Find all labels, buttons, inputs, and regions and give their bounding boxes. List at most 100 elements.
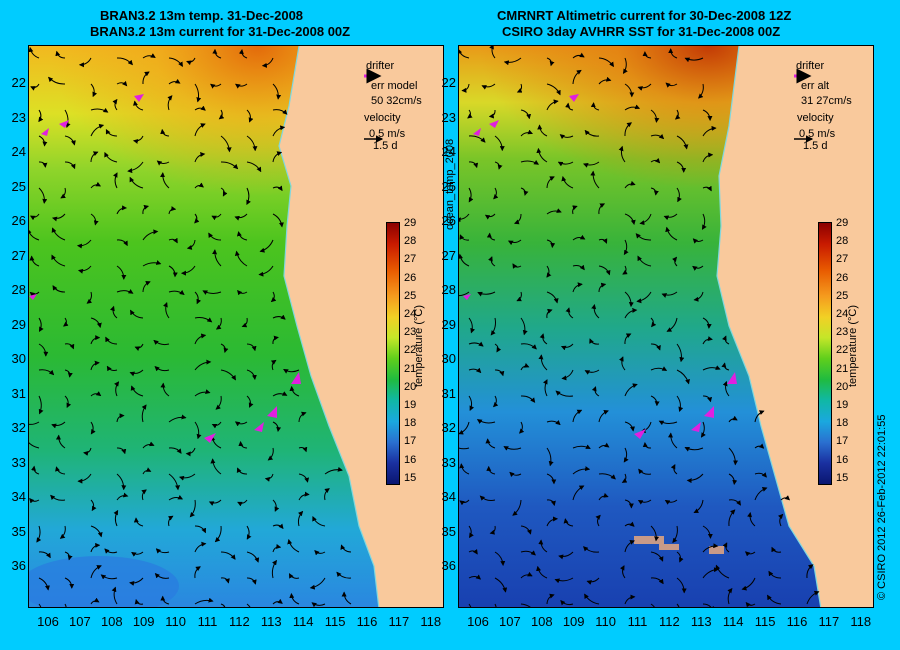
right-ytick-23: 23: [441, 109, 456, 125]
left-xtick-111: 111: [197, 614, 218, 629]
right-xtick-113: 113: [690, 614, 712, 629]
drifter-tracks: [29, 94, 301, 443]
right-legend-err-value: 31 27cm/s: [801, 95, 852, 107]
coast-contour: [278, 46, 380, 607]
left-legend-err-label: err model: [371, 80, 418, 92]
right-legend-duration: 1.5 d: [803, 140, 828, 152]
land-australia: [279, 46, 443, 607]
right-xtick-115: 115: [754, 614, 776, 629]
left-title-line2: BRAN3.2 13m current for 31-Dec-2008 00Z: [90, 24, 351, 39]
right-xtick-112: 112: [659, 614, 680, 629]
right-xtick-108: 108: [530, 614, 553, 629]
left-map-panel[interactable]: [28, 45, 444, 608]
left-cbar-tick-28: 28: [404, 235, 417, 248]
right-cbar-tick-17: 17: [836, 435, 849, 448]
cool-water-patch: [29, 556, 179, 607]
left-ytick-32: 32: [11, 420, 26, 435]
right-map-svg: [459, 46, 873, 607]
right-cbar-tick-29: 29: [836, 217, 849, 229]
left-xtick-116: 116: [356, 614, 378, 629]
left-cbar-tick-23: 23: [404, 326, 417, 339]
left-ytick-27: 27: [11, 247, 26, 263]
left-ytick-26: 26: [11, 213, 26, 228]
legend-left: [364, 68, 384, 143]
left-colorbar-label: temperature (°C): [413, 304, 426, 388]
left-cbar-tick-29: 29: [404, 217, 417, 229]
left-cbar-tick-27: 27: [404, 253, 417, 266]
right-ytick-24: 24: [441, 144, 456, 159]
left-cbar-tick-26: 26: [404, 271, 417, 284]
left-xtick-110: 110: [165, 614, 186, 629]
right-xtick-118: 118: [850, 614, 872, 629]
side-label: ocean_temp_2008: [444, 138, 456, 230]
right-cbar-tick-25: 25: [836, 289, 849, 302]
left-cbar-tick-20: 20: [404, 380, 417, 393]
left-cbar-tick-16: 16: [404, 453, 417, 466]
left-cbar-tick-24: 24: [404, 308, 417, 320]
left-cbar-tick-19: 19: [404, 399, 417, 411]
left-xtick-115: 115: [324, 614, 346, 629]
right-xtick-114: 114: [722, 614, 744, 629]
right-ytick-34: 34: [441, 489, 456, 504]
left-map-svg: [29, 46, 443, 607]
right-xtick-111: 111: [627, 614, 648, 629]
right-xtick-116: 116: [786, 614, 808, 629]
left-ytick-34: 34: [11, 489, 26, 504]
right-ytick-36: 36: [441, 558, 456, 573]
right-legend-velocity-scale: 0.5 m/s: [799, 128, 836, 140]
right-cbar-tick-18: 18: [836, 417, 849, 430]
left-ytick-22: 22: [11, 75, 26, 90]
left-ytick-33: 33: [11, 454, 26, 470]
drifter-tracks: [463, 94, 737, 439]
left-ytick-30: 30: [11, 351, 26, 366]
left-title-line1: BRAN3.2 13m temp. 31-Dec-2008: [100, 8, 304, 23]
left-ytick-24: 24: [11, 144, 26, 159]
left-xtick-109: 109: [132, 614, 155, 629]
right-title-line2: CSIRO 3day AVHRR SST for 31-Dec-2008 00Z: [502, 24, 781, 39]
left-cbar-tick-25: 25: [404, 289, 417, 302]
right-cbar-tick-21: 21: [836, 362, 849, 375]
right-ytick-33: 33: [441, 454, 456, 470]
right-cbar-tick-28: 28: [836, 235, 849, 248]
current-arrows: [29, 46, 352, 607]
right-colorbar: [818, 222, 832, 485]
right-map-panel[interactable]: [458, 45, 874, 608]
right-xtick-117: 117: [818, 614, 840, 629]
left-ytick-31: 31: [11, 385, 26, 401]
left-legend-err-value: 50 32cm/s: [371, 95, 422, 107]
left-xtick-117: 117: [388, 614, 410, 629]
left-xtick-113: 113: [260, 614, 282, 629]
right-xtick-106: 106: [467, 614, 489, 629]
right-ytick-22: 22: [441, 75, 456, 90]
left-ytick-23: 23: [11, 109, 26, 125]
right-cbar-tick-22: 22: [836, 344, 849, 357]
right-cbar-tick-24: 24: [836, 308, 849, 320]
left-xtick-108: 108: [100, 614, 123, 629]
left-cbar-tick-15: 15: [404, 471, 417, 484]
right-xtick-107: 107: [499, 614, 521, 629]
right-cbar-tick-16: 16: [836, 453, 849, 466]
right-ytick-26: 26: [441, 213, 456, 228]
current-arrows: [459, 46, 820, 607]
coast-contour: [716, 46, 822, 607]
left-colorbar: [386, 222, 400, 485]
right-ytick-30: 30: [441, 351, 456, 366]
right-title-line1: CMRNRT Altimetric current for 30-Dec-200…: [497, 8, 792, 23]
right-xtick-110: 110: [595, 614, 616, 629]
left-cbar-tick-18: 18: [404, 417, 417, 430]
left-cbar-tick-17: 17: [404, 435, 417, 448]
left-ytick-36: 36: [11, 558, 26, 573]
left-legend-duration: 1.5 d: [373, 140, 398, 152]
right-ytick-27: 27: [441, 247, 456, 263]
right-cbar-tick-20: 20: [836, 380, 849, 393]
right-ytick-28: 28: [441, 282, 456, 297]
right-ytick-32: 32: [441, 420, 456, 435]
right-ytick-29: 29: [441, 316, 456, 332]
right-ytick-25: 25: [441, 178, 456, 194]
left-xtick-112: 112: [229, 614, 250, 629]
right-legend-drifter: drifter: [796, 60, 825, 72]
cloud-gaps: [634, 536, 724, 554]
right-cbar-tick-27: 27: [836, 253, 849, 266]
right-cbar-tick-19: 19: [836, 399, 849, 411]
left-cbar-tick-22: 22: [404, 344, 417, 357]
